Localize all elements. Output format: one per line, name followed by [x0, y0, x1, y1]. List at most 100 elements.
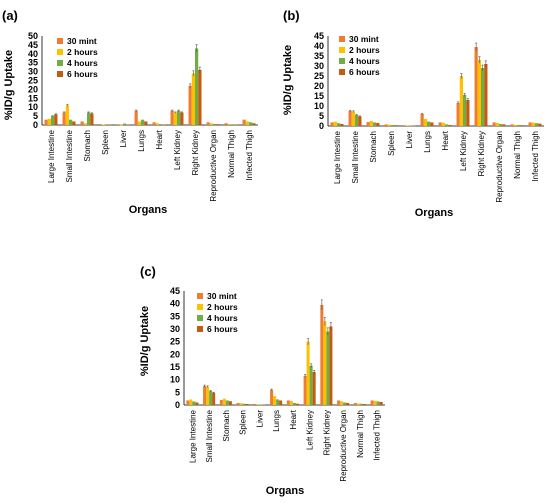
panel-c-bar-spleen-30-mint — [236, 402, 240, 405]
panel-c-bar-stomach-6-hours — [228, 401, 232, 405]
panel-a-bar-lungs-30-mint — [134, 110, 138, 125]
panel-c-bar-stomach-4-hours — [225, 400, 229, 405]
panel-b-bar-reproductive-organ-6-hours — [502, 124, 506, 126]
panel-c-x-tick-label: Stomach — [222, 410, 231, 442]
panel-b-bar-small-intestine-2-hours — [351, 111, 355, 126]
panel-a-bar-reproductive-organ-30-mint — [206, 122, 210, 125]
panel-c-bar-lungs-6-hours — [279, 400, 283, 405]
panel-a-legend-label-4-hours: 4 hours — [67, 58, 98, 68]
panel-c-bar-small-intestine-4-hours — [209, 391, 213, 405]
panel-b-bar-spleen-4-hours — [391, 125, 395, 126]
panel-c-bar-normal-thigh-2-hours — [356, 403, 360, 405]
panel-c-bar-small-intestine-30-mint — [203, 386, 207, 405]
panel-a-bar-right-kidney-2-hours — [191, 73, 195, 125]
panel-b-bar-small-intestine-6-hours — [358, 116, 362, 126]
panel-a-y-tick-label: 45 — [28, 40, 38, 50]
panel-a-x-tick-label: Reproductive Organ — [209, 130, 218, 202]
panel-c-y-tick-label: 0 — [175, 400, 180, 410]
panel-a-bar-spleen-30-mint — [98, 124, 102, 125]
panel-a-x-tick-label: Right Kidney — [191, 130, 200, 175]
panel-c-y-tick-label: 35 — [170, 311, 180, 321]
panel-a-x-tick-label: Normal Thigh — [227, 130, 236, 178]
panel-b-x-tick-label: Right Kidney — [477, 131, 486, 176]
panel-c-bar-heart-4-hours — [292, 402, 296, 405]
panel-b-x-tick-label: Reproductive Organ — [495, 131, 504, 203]
panel-a-legend-swatch-30-mint — [57, 38, 63, 44]
panel-a-y-tick-label: 5 — [33, 111, 38, 121]
panel-a-bar-stomach-4-hours — [87, 112, 91, 125]
panel-a-bar-small-intestine-4-hours — [69, 119, 73, 125]
panel-b-bar-normal-thigh-6-hours — [520, 125, 524, 126]
panel-c-bar-stomach-30-mint — [219, 399, 223, 405]
panel-a-bar-small-intestine-6-hours — [72, 121, 76, 125]
panel-c-x-tick-label: Right Kidney — [322, 410, 331, 455]
panel-c-bar-infected-thigh-30-mint — [370, 400, 374, 405]
panel-c-bar-normal-thigh-4-hours — [359, 403, 363, 405]
panel-a-legend-label-30-mint: 30 mint — [67, 36, 97, 46]
panel-a-bar-large-intestine-30-mint — [44, 119, 48, 125]
panel-a-x-tick-label: Lungs — [137, 130, 146, 152]
panel-b-bar-stomach-4-hours — [373, 122, 377, 126]
panel-b-legend-label-30-mint: 30 mint — [349, 34, 379, 44]
panel-b-x-tick-label: Liver — [405, 131, 414, 149]
panel-c-bar-right-kidney-2-hours — [323, 321, 327, 405]
panel-c-bar-reproductive-organ-4-hours — [343, 402, 347, 405]
panel-c-bar-reproductive-organ-2-hours — [340, 401, 344, 405]
panel-a-bar-left-kidney-4-hours — [177, 110, 181, 125]
panel-a-x-tick-label: Small Intestine — [65, 129, 74, 182]
panel-c-bar-lungs-2-hours — [273, 396, 277, 405]
panel-a-bar-liver-30-mint — [116, 124, 120, 125]
panel-c-bar-left-kidney-2-hours — [306, 341, 310, 405]
panel-b-bar-large-intestine-2-hours — [333, 121, 337, 126]
panel-b-bar-lungs-2-hours — [423, 119, 427, 126]
panel-b-y-tick-label: 45 — [314, 31, 324, 41]
panel-b-y-tick-label: 30 — [314, 61, 324, 71]
panel-b-bar-normal-thigh-30-mint — [510, 124, 514, 126]
panel-b-x-tick-label: Small Intestine — [351, 130, 360, 183]
panel-b-x-tick-label: Large Intestine — [333, 130, 342, 183]
panel-a: (a) %ID/g Uptake Organs 0510152025303540… — [2, 8, 258, 216]
panel-a-bar-liver-4-hours — [123, 123, 127, 125]
panel-a-bar-heart-4-hours — [159, 124, 163, 125]
panel-c-bar-right-kidney-30-mint — [320, 304, 324, 405]
panel-a-bar-small-intestine-2-hours — [65, 105, 69, 125]
panel-b-bar-stomach-6-hours — [376, 123, 380, 126]
panel-c-bar-heart-2-hours — [289, 400, 293, 405]
panel-b-bar-liver-4-hours — [409, 125, 413, 127]
panel-a-bar-stomach-6-hours — [90, 113, 94, 125]
panel-b-bar-large-intestine-30-mint — [330, 122, 334, 126]
panel-c-bar-normal-thigh-30-mint — [353, 402, 357, 405]
panel-a-bar-lungs-4-hours — [141, 119, 145, 125]
panel-c-x-tick-label: Normal Thigh — [356, 410, 365, 458]
panel-b-bar-heart-2-hours — [441, 122, 445, 126]
panel-c-x-tick-label: Large Intestine — [188, 409, 197, 462]
panel-b-legend-swatch-6-hours — [339, 69, 345, 75]
panel-c-legend-swatch-4-hours — [197, 315, 203, 321]
panel-a-bar-right-kidney-4-hours — [195, 48, 199, 125]
panel-b-bar-large-intestine-6-hours — [340, 124, 344, 126]
panel-a-legend-swatch-2-hours — [57, 49, 63, 55]
panel-c-x-tick-label: Liver — [255, 410, 264, 428]
panel-c-y-tick-label: 25 — [170, 337, 180, 347]
panel-a-bar-normal-thigh-30-mint — [224, 123, 228, 125]
panel-b-y-tick-label: 25 — [314, 71, 324, 81]
panel-a-x-tick-label: Left Kidney — [173, 130, 182, 170]
panel-c-bar-reproductive-organ-30-mint — [337, 400, 341, 405]
panel-b-bar-small-intestine-30-mint — [348, 111, 352, 126]
panel-a-bar-left-kidney-2-hours — [173, 112, 177, 125]
panel-b-bar-reproductive-organ-30-mint — [492, 122, 496, 126]
panel-c-y-tick-label: 20 — [170, 349, 180, 359]
panel-c-xlabel: Organs — [266, 485, 305, 497]
panel-b-y-tick-label: 15 — [314, 91, 324, 101]
panel-c-bar-small-intestine-2-hours — [206, 386, 210, 405]
panel-c-bar-spleen-6-hours — [245, 403, 249, 405]
panel-b-bar-stomach-2-hours — [369, 121, 373, 126]
panel-b-x-tick-label: Heart — [441, 130, 450, 150]
panel-a-bar-small-intestine-30-mint — [62, 112, 66, 125]
panel-b-y-tick-label: 40 — [314, 41, 324, 51]
panel-c-bar-infected-thigh-6-hours — [379, 401, 383, 405]
panel-c-y-tick-label: 30 — [170, 324, 180, 334]
panel-c-ylabel: %ID/g Uptake — [139, 306, 151, 376]
panel-b-y-tick-label: 20 — [314, 81, 324, 91]
